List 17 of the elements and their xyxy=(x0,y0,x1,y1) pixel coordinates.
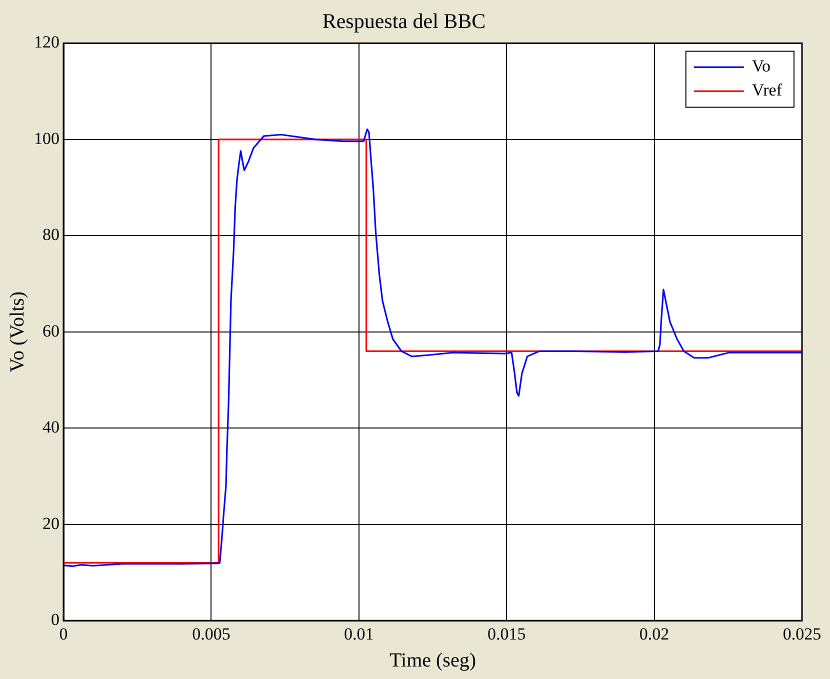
x-axis-title: Time (seg) xyxy=(390,649,476,672)
y-tick-label: 120 xyxy=(34,32,60,52)
y-tick-label: 60 xyxy=(42,321,60,340)
x-tick-label: 0.005 xyxy=(192,624,230,644)
x-tick-label: 0.015 xyxy=(487,624,526,644)
y-tick-label: 80 xyxy=(42,225,60,244)
y-tick-label: 100 xyxy=(34,128,60,148)
legend-label: Vo xyxy=(752,56,770,76)
y-axis-title: Vo (Volts) xyxy=(6,291,28,372)
legend-label: Vref xyxy=(752,80,782,100)
x-tick-label: 0.025 xyxy=(782,624,822,644)
chart-title: Respuesta del BBC xyxy=(322,9,486,34)
y-tick-label: 40 xyxy=(42,418,60,437)
x-tick-label: 0.01 xyxy=(344,624,374,644)
y-tick-label: 20 xyxy=(42,514,60,533)
y-tick-label: 0 xyxy=(51,610,60,630)
x-tick-label: 0.02 xyxy=(639,624,670,644)
